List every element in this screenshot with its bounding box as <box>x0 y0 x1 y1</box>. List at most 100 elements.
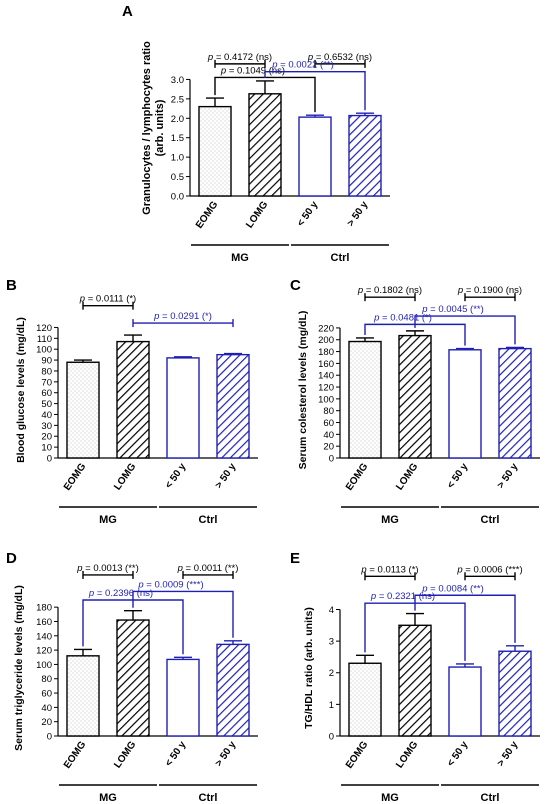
category-label: < 50 y <box>163 461 188 491</box>
group-label: MG <box>381 792 399 804</box>
y-tick-label: 20 <box>41 432 52 443</box>
p-value-label: p = 0.0045 (**) <box>421 304 484 315</box>
p-value-text: = 0.1900 (ns) <box>463 285 522 296</box>
y-tick-label: 1 <box>329 700 334 711</box>
y-tick-label: 50 <box>41 399 52 410</box>
p-symbol: p <box>177 563 183 574</box>
bar <box>216 643 250 737</box>
category-label: < 50 y <box>445 739 470 769</box>
panel-d: D 0 20 40 60 80 100 120 140 160 180 Serum triglycer… <box>6 550 258 804</box>
y-tick-label: 20 <box>41 717 52 728</box>
y-tick-label: 60 <box>41 689 52 700</box>
y-tick-label: 40 <box>41 410 52 421</box>
panel-letter: C <box>290 277 301 294</box>
p-value-text: = 0.0011 (**) <box>183 563 239 574</box>
p-value-label: p = 0.0291 (*) <box>153 311 212 322</box>
sig-bracket <box>414 594 516 643</box>
p-symbol: p <box>457 285 463 296</box>
bar <box>216 353 250 459</box>
y-tick-label: 4 <box>329 605 334 616</box>
y-axis-label-line: Granulocytes / lymphocytes ratio <box>141 41 153 215</box>
y-tick-label: 1.5 <box>171 133 184 144</box>
group-label: MG <box>231 252 249 264</box>
p-value-text: = 0.2396 (ns) <box>94 588 153 599</box>
p-symbol: p <box>271 60 277 71</box>
y-tick-label: 100 <box>36 660 52 671</box>
y-tick-label: 70 <box>41 377 52 388</box>
p-symbol: p <box>307 52 313 63</box>
category-label: EOMG <box>344 739 371 771</box>
p-value-text: = 0.1049 (ns) <box>226 65 285 76</box>
p-value-label: p = 0.0011 (**) <box>177 563 239 574</box>
bar <box>298 116 332 197</box>
y-tick-label: 2 <box>329 668 334 679</box>
group-label: Ctrl <box>199 514 218 526</box>
y-tick-label: 120 <box>318 383 334 394</box>
bar <box>498 650 532 737</box>
group-label: Ctrl <box>481 792 500 804</box>
y-tick-label: 0 <box>47 732 52 743</box>
bar <box>348 114 382 197</box>
p-value-text: = 0.0291 (*) <box>159 311 212 322</box>
y-tick-label: 60 <box>323 418 334 429</box>
category-label: < 50 y <box>295 199 320 229</box>
y-tick-label: 0.5 <box>171 172 184 183</box>
y-tick-label: 0 <box>329 732 334 743</box>
panel-letter: E <box>290 550 300 567</box>
p-value-text: = 0.0111 (*) <box>85 294 136 305</box>
y-tick-label: 10 <box>41 443 52 454</box>
p-value-label: p = 0.0006 (***) <box>456 564 522 575</box>
y-tick-label: 3.0 <box>171 75 184 86</box>
p-value-label: p = 0.1900 (ns) <box>457 285 522 296</box>
p-symbol: p <box>456 564 462 575</box>
bar <box>198 105 232 197</box>
y-axis-label: Serum colesterol levels (mg/dL) <box>297 311 309 470</box>
p-value-text: = 0.2321 (ns) <box>376 591 435 602</box>
group-label: Ctrl <box>199 792 218 804</box>
p-value-label: p = 0.0481 (*) <box>373 312 432 323</box>
bar <box>498 347 532 459</box>
p-value-label: p = 0.2321 (ns) <box>370 591 435 602</box>
p-symbol: p <box>421 304 427 315</box>
y-tick-label: 2.0 <box>171 114 184 125</box>
category-label: EOMG <box>194 199 221 231</box>
p-value-label: p = 0.1802 (ns) <box>357 285 422 296</box>
p-symbol: p <box>79 294 85 305</box>
p-value-text: = 0.0022 (**) <box>278 60 334 71</box>
category-label: > 50 y <box>495 461 520 491</box>
p-symbol: p <box>207 52 213 63</box>
bar <box>348 340 382 459</box>
p-symbol: p <box>421 583 427 594</box>
y-tick-label: 20 <box>323 442 334 453</box>
y-tick-label: 40 <box>41 703 52 714</box>
p-symbol: p <box>360 564 366 575</box>
y-tick-label: 0 <box>47 454 52 465</box>
y-tick-label: 100 <box>36 345 52 356</box>
category-label: LOMG <box>394 461 420 492</box>
group-label: Ctrl <box>481 514 500 526</box>
p-value-text: = 0.0113 (*) <box>367 564 419 575</box>
p-value-text: = 0.1802 (ns) <box>363 285 422 296</box>
group-label: Ctrl <box>331 252 350 264</box>
group-label: MG <box>381 514 399 526</box>
group-label: MG <box>99 792 117 804</box>
p-value-label: p = 0.0111 (*) <box>79 294 136 305</box>
category-label: EOMG <box>62 461 89 493</box>
y-tick-label: 0.0 <box>171 192 184 203</box>
p-value-text: = 0.0013 (**) <box>83 563 139 574</box>
y-tick-label: 80 <box>41 366 52 377</box>
p-value-label: p = 0.2396 (ns) <box>88 588 153 599</box>
category-label: EOMG <box>62 739 89 771</box>
category-label: > 50 y <box>495 739 520 769</box>
bar <box>116 340 150 459</box>
panel-e: E 0 1 2 3 4 TG/HDL ratio (arb. units) EOMG LOMG <… <box>290 550 540 804</box>
y-tick-label: 1.0 <box>171 153 184 164</box>
bar <box>66 361 100 459</box>
p-value-text: = 0.0481 (*) <box>379 312 432 323</box>
p-value-label: p = 0.4172 (ns) <box>207 52 272 63</box>
y-tick-label: 220 <box>318 323 334 334</box>
p-value-text: = 0.0006 (***) <box>463 564 523 575</box>
y-axis-label: Serum triglyceride levels (mg/dL) <box>13 585 25 751</box>
p-symbol: p <box>373 312 379 323</box>
